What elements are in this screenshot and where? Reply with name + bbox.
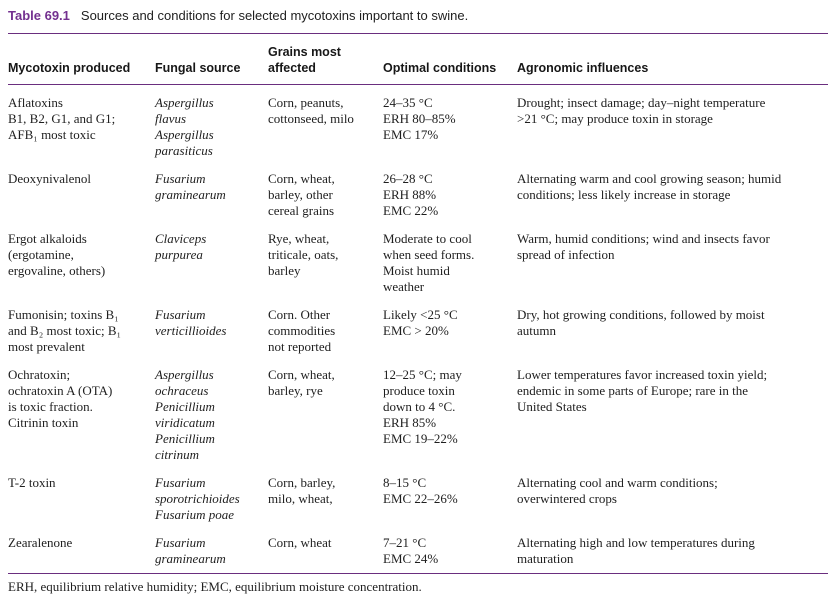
cell-mycotoxin: T-2 toxin [8,475,56,490]
cell-optimal-conditions: 8–15 °C EMC 22–26% [383,475,458,506]
cell-grains: Corn, wheat, barley, rye [268,367,335,398]
cell-fungal-source: Fusarium graminearum [155,171,226,202]
table-body: Aflatoxins B1, B2, G1, and G1; AFB₁ most… [8,85,828,574]
cell-agronomic: Drought; insect damage; day–night temper… [517,95,766,126]
cell-agronomic: Alternating warm and cool growing season… [517,171,782,202]
cell-agronomic: Warm, humid conditions; wind and insects… [517,231,770,262]
cell-grains: Corn. Other commodities not reported [268,307,336,354]
cell-fungal-source: Fusarium verticillioides [155,307,227,338]
cell-optimal-conditions: 12–25 °C; may produce toxin down to 4 °C… [383,367,462,446]
cell-agronomic: Alternating cool and warm conditions; ov… [517,475,718,506]
table-row-aflatoxins: Aflatoxins B1, B2, G1, and G1; AFB₁ most… [8,85,828,162]
cell-agronomic: Dry, hot growing conditions, followed by… [517,307,765,338]
table-label: Table 69.1 [8,8,70,23]
cell-fungal-source: Aspergillus ochraceus Penicillium viridi… [155,367,215,462]
cell-grains: Corn, wheat, barley, other cereal grains [268,171,335,218]
cell-fungal-source: Fusarium graminearum [155,535,226,566]
table-row-ochratoxin: Ochratoxin; ochratoxin A (OTA) is toxic … [8,357,828,465]
cell-optimal-conditions: 24–35 °C ERH 80–85% EMC 17% [383,95,456,142]
table-caption: Table 69.1 Sources and conditions for sel… [8,5,828,33]
table-row-deoxynivalenol: Deoxynivalenol Fusarium graminearum Corn… [8,161,828,221]
col-header-fungal-source: Fungal source [155,33,268,85]
cell-mycotoxin: Ochratoxin; ochratoxin A (OTA) is toxic … [8,367,113,430]
table-row-fumonisin: Fumonisin; toxins B₁ and B₂ most toxic; … [8,297,828,357]
col-header-grains: Grains most affected [268,33,383,85]
col-header-mycotoxin: Mycotoxin produced [8,33,155,85]
table-header: Mycotoxin produced Fungal source Grains … [8,33,828,85]
cell-mycotoxin: Ergot alkaloids (ergotamine, ergovaline,… [8,231,106,278]
table-footnote: ERH, equilibrium relative humidity; EMC,… [8,579,422,594]
table-caption-text: Sources and conditions for selected myco… [80,8,469,23]
cell-mycotoxin: Fumonisin; toxins B₁ and B₂ most toxic; … [8,307,122,354]
cell-grains: Corn, barley, milo, wheat, [268,475,336,506]
cell-grains: Corn, wheat [268,535,332,550]
table-row-ergot-alkaloids: Ergot alkaloids (ergotamine, ergovaline,… [8,221,828,297]
cell-optimal-conditions: 7–21 °C EMC 24% [383,535,439,566]
cell-fungal-source: Aspergillus flavus Aspergillus parasitic… [155,95,214,158]
cell-agronomic: Lower temperatures favor increased toxin… [517,367,768,414]
table-row-zearalenone: Zearalenone Fusarium graminearum Corn, w… [8,525,828,574]
cell-mycotoxin: Deoxynivalenol [8,171,92,186]
table-row-t2-toxin: T-2 toxin Fusarium sporotrichioides Fusa… [8,465,828,525]
cell-optimal-conditions: Likely <25 °C EMC > 20% [383,307,458,338]
cell-agronomic: Alternating high and low temperatures du… [517,535,755,566]
col-header-optimal-conditions: Optimal conditions [383,33,517,85]
cell-mycotoxin: Zearalenone [8,535,73,550]
cell-fungal-source: Fusarium sporotrichioides Fusarium poae [155,475,240,522]
mycotoxin-table: Mycotoxin produced Fungal source Grains … [8,33,828,574]
header-row: Mycotoxin produced Fungal source Grains … [8,33,828,85]
col-header-agronomic: Agronomic influences [517,33,828,85]
cell-grains: Corn, peanuts, cottonseed, milo [268,95,354,126]
cell-fungal-source: Claviceps purpurea [155,231,207,262]
cell-mycotoxin: Aflatoxins B1, B2, G1, and G1; AFB₁ most… [8,95,116,142]
cell-optimal-conditions: Moderate to cool when seed forms. Moist … [383,231,475,294]
cell-optimal-conditions: 26–28 °C ERH 88% EMC 22% [383,171,439,218]
cell-grains: Rye, wheat, triticale, oats, barley [268,231,339,278]
